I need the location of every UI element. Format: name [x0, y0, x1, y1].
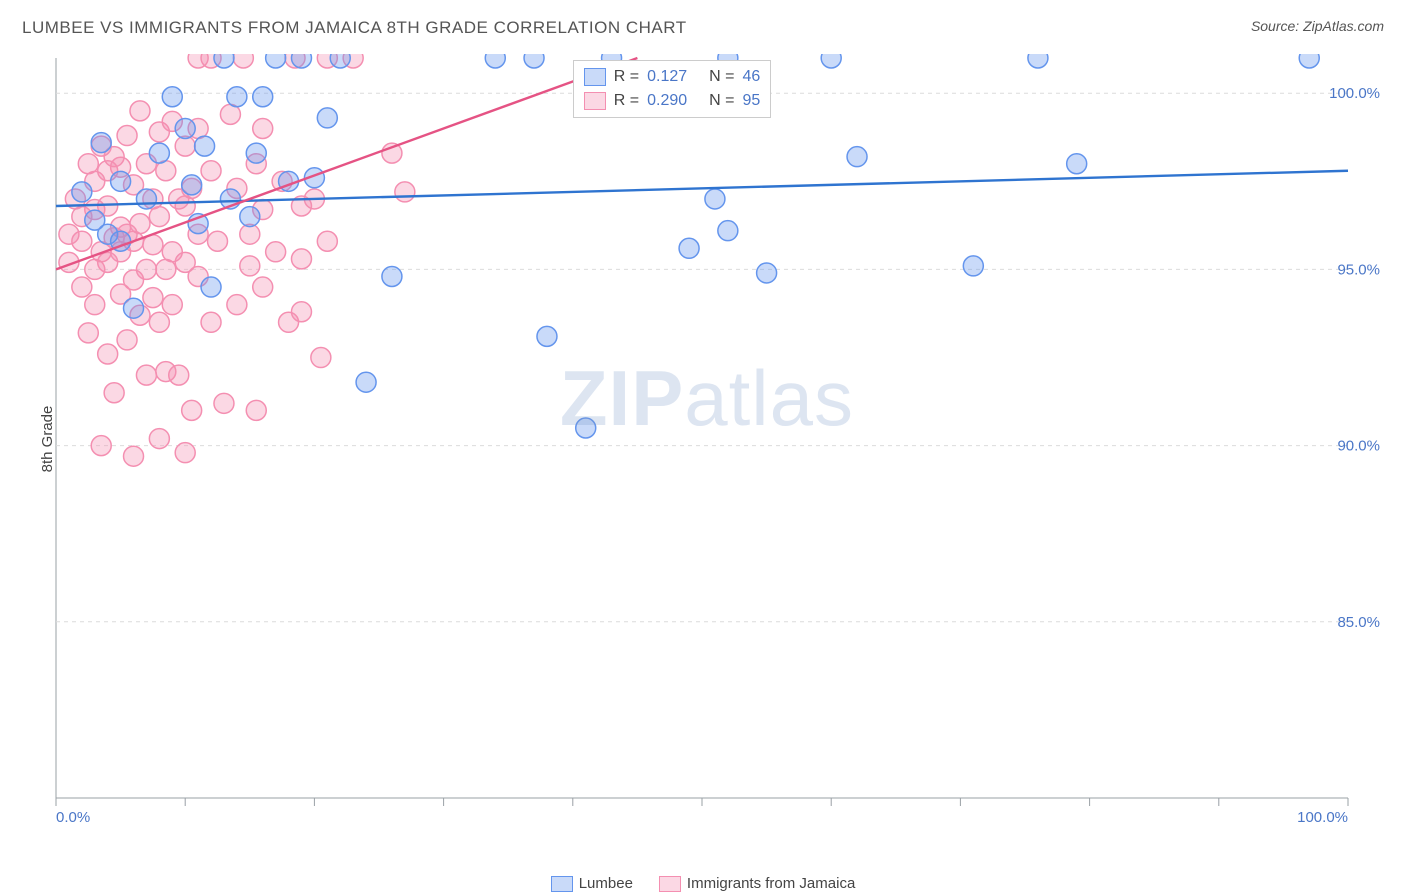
svg-text:100.0%: 100.0%: [1297, 809, 1348, 824]
n-label: N =: [709, 89, 734, 113]
scatter-chart-svg: 85.0% 90.0% 95.0% 100.0% 0.0% 100.0%: [50, 54, 1390, 824]
legend-item: Lumbee: [551, 875, 633, 892]
svg-text:85.0%: 85.0%: [1337, 614, 1380, 631]
chart-source: Source: ZipAtlas.com: [1251, 18, 1384, 34]
series-swatch: [584, 92, 606, 110]
legend-swatch: [551, 876, 573, 892]
y-axis-label: 8th Grade: [39, 406, 56, 473]
series-swatch: [584, 68, 606, 86]
legend-label: Immigrants from Jamaica: [687, 875, 855, 892]
chart-area: 8th Grade 85.0%90.0%95.0%100.0%0.0%100.0…: [50, 54, 1390, 824]
stats-row: R = 0.290 N = 95: [584, 89, 760, 113]
correlation-stats-box: R = 0.127 N = 46 R = 0.290 N = 95: [573, 60, 771, 118]
r-label: R =: [614, 89, 639, 113]
n-value: 95: [742, 89, 760, 113]
chart-title: LUMBEE VS IMMIGRANTS FROM JAMAICA 8TH GR…: [22, 18, 687, 38]
r-value: 0.290: [647, 89, 701, 113]
svg-text:0.0%: 0.0%: [56, 809, 90, 824]
svg-text:90.0%: 90.0%: [1337, 438, 1380, 455]
n-label: N =: [709, 65, 734, 89]
stats-row: R = 0.127 N = 46: [584, 65, 760, 89]
svg-text:100.0%: 100.0%: [1329, 85, 1380, 102]
legend-swatch: [659, 876, 681, 892]
r-label: R =: [614, 65, 639, 89]
legend-item: Immigrants from Jamaica: [659, 875, 855, 892]
legend-bottom: Lumbee Immigrants from Jamaica: [0, 875, 1406, 892]
svg-text:95.0%: 95.0%: [1337, 261, 1380, 278]
r-value: 0.127: [647, 65, 701, 89]
chart-header: LUMBEE VS IMMIGRANTS FROM JAMAICA 8TH GR…: [0, 0, 1406, 38]
n-value: 46: [742, 65, 760, 89]
legend-label: Lumbee: [579, 875, 633, 892]
